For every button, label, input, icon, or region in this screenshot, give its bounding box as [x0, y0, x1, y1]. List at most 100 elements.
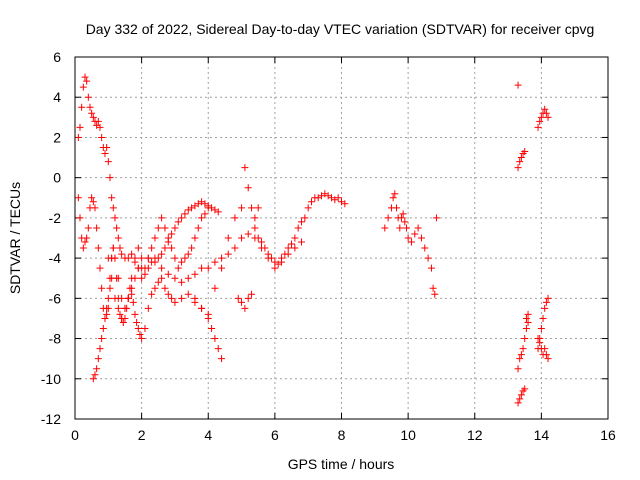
x-axis-title: GPS time / hours	[288, 456, 395, 472]
data-point	[392, 204, 400, 212]
data-point	[103, 310, 111, 318]
y-tick-label: 6	[53, 49, 61, 65]
data-point	[136, 331, 144, 339]
data-point	[131, 254, 139, 262]
data-point	[151, 234, 159, 242]
data-point	[251, 214, 259, 222]
x-tick-label: 10	[400, 427, 416, 443]
data-point	[514, 365, 522, 373]
data-point	[214, 345, 222, 353]
data-point	[94, 117, 102, 125]
data-point	[116, 244, 124, 252]
data-point	[148, 244, 156, 252]
data-point	[81, 238, 89, 246]
x-tick-label: 16	[600, 427, 616, 443]
series-N	[534, 294, 552, 353]
y-axis-title: SDTVAR / TECUs	[7, 182, 23, 294]
y-tick-label: -12	[41, 411, 61, 427]
data-point	[238, 234, 246, 242]
data-point	[244, 230, 252, 238]
plot-frame	[74, 56, 609, 420]
data-point	[381, 224, 389, 232]
data-point	[251, 224, 259, 232]
data-point	[76, 214, 84, 222]
data-point	[99, 325, 107, 332]
data-point	[98, 133, 106, 141]
data-point	[91, 204, 99, 212]
data-point	[168, 294, 176, 302]
data-point	[301, 214, 309, 222]
data-point	[204, 314, 212, 322]
data-point	[104, 254, 112, 262]
data-point	[298, 218, 306, 226]
data-point	[204, 264, 212, 272]
data-point	[158, 214, 166, 222]
y-tick-label: 2	[53, 129, 61, 145]
data-point	[141, 270, 149, 278]
data-point	[174, 218, 182, 226]
data-point	[417, 234, 425, 242]
data-point	[109, 244, 117, 252]
data-point	[101, 150, 109, 158]
data-point	[178, 294, 186, 302]
data-point	[94, 355, 102, 363]
data-point	[254, 204, 262, 212]
data-point	[516, 395, 524, 403]
data-point	[201, 210, 209, 218]
data-point	[164, 290, 172, 298]
data-point	[537, 113, 545, 121]
data-point	[541, 304, 549, 312]
data-point	[129, 298, 137, 306]
data-point	[93, 365, 101, 373]
y-tick-label: -6	[49, 290, 62, 306]
data-point	[522, 314, 530, 322]
data-point	[128, 290, 136, 298]
data-point	[168, 244, 176, 252]
data-point	[174, 264, 182, 272]
data-point	[542, 298, 550, 306]
data-point	[114, 304, 122, 312]
data-point	[119, 318, 127, 326]
data-point	[514, 164, 522, 172]
x-tick-label: 4	[204, 427, 212, 443]
data-point	[258, 238, 266, 246]
data-point	[191, 270, 199, 278]
data-point	[131, 310, 139, 318]
data-point	[537, 325, 545, 332]
data-point	[168, 230, 176, 238]
x-tick-label: 12	[467, 427, 483, 443]
data-point	[211, 284, 219, 292]
data-point	[517, 351, 525, 359]
series-I	[514, 318, 532, 373]
data-point	[404, 234, 412, 242]
data-point	[264, 250, 272, 258]
data-point	[171, 274, 179, 282]
data-point	[83, 77, 91, 85]
data-point	[96, 264, 104, 272]
data-point	[541, 105, 549, 113]
data-point	[108, 194, 116, 202]
data-point	[74, 133, 82, 141]
data-point	[288, 240, 296, 248]
data-point	[524, 318, 532, 326]
data-point	[158, 250, 166, 258]
data-point	[214, 208, 222, 216]
data-point	[204, 204, 212, 212]
data-point	[128, 250, 136, 258]
data-point	[131, 274, 139, 282]
data-point	[291, 244, 299, 252]
data-point	[94, 244, 102, 252]
data-point	[161, 224, 169, 232]
data-point	[254, 234, 262, 242]
data-point	[238, 298, 246, 306]
y-tick-label: 4	[53, 89, 61, 105]
data-point	[396, 224, 404, 232]
data-point	[224, 250, 232, 258]
data-point	[281, 250, 289, 258]
data-point	[76, 123, 84, 131]
series-B	[74, 194, 226, 363]
data-point	[81, 73, 89, 81]
data-point	[401, 218, 409, 226]
data-point	[113, 224, 121, 232]
data-point	[101, 314, 109, 322]
